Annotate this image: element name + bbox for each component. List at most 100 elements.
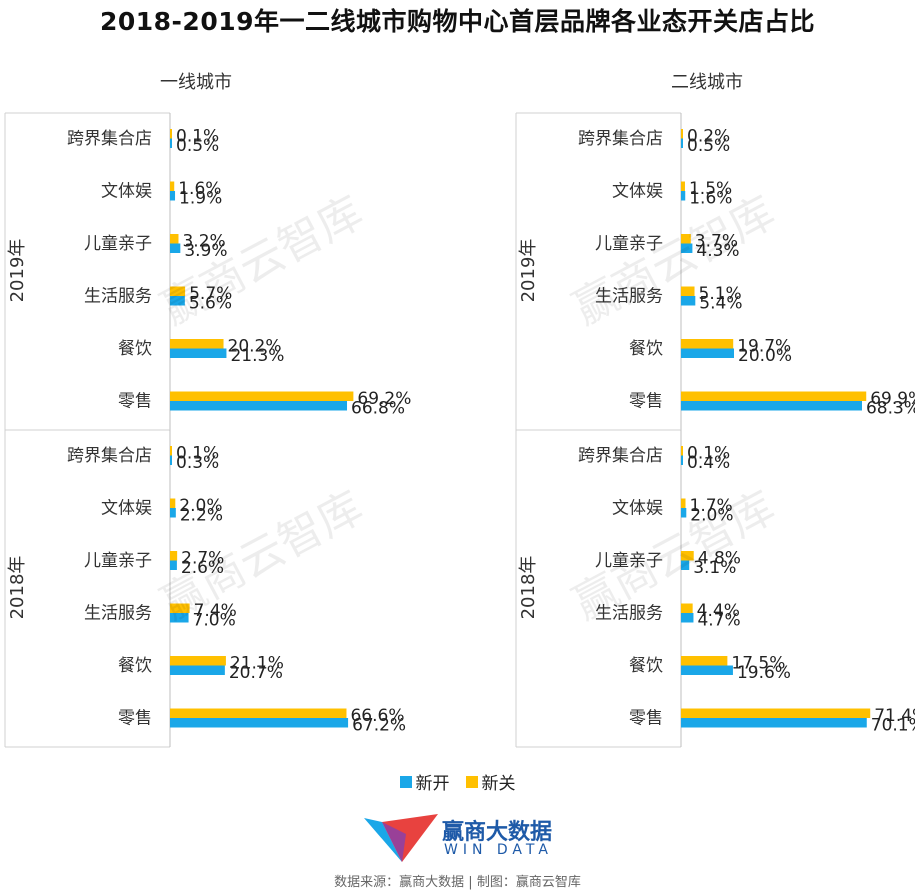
data-label: 0.1% bbox=[176, 127, 219, 147]
data-label: 5.4% bbox=[699, 294, 742, 314]
legend-label-new-open: 新开 bbox=[415, 774, 450, 794]
data-label: 2.0% bbox=[179, 496, 222, 516]
panel-title-tier1: 一线城市 bbox=[160, 72, 232, 93]
data-label: 0.1% bbox=[687, 444, 730, 464]
data-label: 7.4% bbox=[194, 601, 237, 621]
category-tick-label: 餐饮 bbox=[118, 656, 152, 676]
data-label: 69.2% bbox=[357, 389, 411, 409]
bar-new-close bbox=[681, 656, 728, 666]
source-note: 数据来源：赢商大数据 | 制图：赢商云智库 bbox=[334, 875, 581, 890]
legend-swatch-new-open bbox=[399, 775, 412, 788]
data-label: 19.7% bbox=[737, 337, 791, 357]
bar-new-close bbox=[170, 551, 178, 561]
logo-mark-icon bbox=[364, 814, 438, 862]
category-tick-label: 生活服务 bbox=[595, 604, 663, 624]
group-label: 2019年 bbox=[7, 239, 28, 303]
data-label: 67.2% bbox=[352, 716, 406, 736]
data-label: 2.2% bbox=[180, 506, 223, 526]
data-label: 3.9% bbox=[184, 241, 227, 261]
bar-new-close bbox=[170, 708, 347, 718]
bar-new-close bbox=[170, 656, 226, 666]
category-tick-label: 儿童亲子 bbox=[595, 551, 663, 571]
data-label: 3.1% bbox=[693, 558, 736, 578]
category-tick-label: 零售 bbox=[629, 709, 663, 729]
data-label: 69.9% bbox=[870, 389, 915, 409]
bar-new-open bbox=[681, 508, 687, 518]
legend: 新开 新关 bbox=[0, 769, 915, 794]
bar-new-close bbox=[170, 181, 175, 191]
data-label: 1.6% bbox=[178, 179, 221, 199]
data-label: 5.7% bbox=[189, 284, 232, 304]
bar-new-close bbox=[681, 339, 734, 349]
bar-new-open bbox=[681, 613, 694, 623]
bar-new-open bbox=[681, 455, 683, 465]
data-label: 70.1% bbox=[871, 716, 915, 736]
bar-new-open bbox=[170, 138, 172, 148]
bar-new-close bbox=[170, 234, 179, 244]
category-tick-label: 文体娱 bbox=[612, 182, 663, 202]
category-tick-label: 生活服务 bbox=[595, 287, 663, 307]
data-label: 2.7% bbox=[181, 549, 224, 569]
bar-new-open bbox=[170, 348, 227, 358]
logo-sub: WIN DATA bbox=[444, 842, 553, 858]
bar-new-open bbox=[170, 613, 189, 623]
category-tick-label: 儿童亲子 bbox=[84, 234, 152, 254]
bar-new-open bbox=[681, 296, 696, 306]
bar-new-open bbox=[170, 665, 225, 675]
category-tick-label: 跨界集合店 bbox=[67, 446, 152, 466]
data-label: 7.0% bbox=[193, 611, 236, 631]
bar-new-open bbox=[170, 455, 172, 465]
bar-new-close bbox=[681, 603, 693, 613]
data-label: 66.8% bbox=[351, 399, 405, 419]
data-label: 71.4% bbox=[874, 706, 915, 726]
category-tick-label: 文体娱 bbox=[612, 499, 663, 519]
category-tick-label: 零售 bbox=[118, 392, 152, 412]
bar-new-open bbox=[681, 191, 686, 201]
bar-new-close bbox=[170, 286, 186, 296]
data-label: 17.5% bbox=[731, 654, 785, 674]
data-label: 68.3% bbox=[866, 399, 915, 419]
bar-new-open bbox=[170, 560, 177, 570]
data-label: 0.1% bbox=[176, 444, 219, 464]
bar-new-open bbox=[681, 718, 867, 728]
data-label: 0.5% bbox=[687, 136, 730, 156]
data-label: 20.2% bbox=[228, 337, 282, 357]
bar-new-close bbox=[170, 391, 354, 401]
bar-new-close bbox=[681, 446, 683, 456]
data-label: 2.0% bbox=[690, 506, 733, 526]
bar-new-close bbox=[681, 551, 694, 561]
bar-new-open bbox=[170, 718, 349, 728]
bar-new-close bbox=[681, 181, 685, 191]
bar-new-open bbox=[170, 243, 181, 253]
data-label: 3.7% bbox=[695, 232, 738, 252]
data-label: 5.6% bbox=[189, 294, 232, 314]
data-label: 1.7% bbox=[690, 496, 733, 516]
category-tick-label: 跨界集合店 bbox=[578, 446, 663, 466]
bar-new-close bbox=[170, 129, 172, 139]
bar-new-open bbox=[170, 401, 348, 411]
bar-new-open bbox=[681, 138, 683, 148]
data-label: 66.6% bbox=[350, 706, 404, 726]
bar-new-close bbox=[170, 446, 172, 456]
data-label: 0.3% bbox=[176, 453, 219, 473]
bar-new-close bbox=[681, 708, 871, 718]
logo-name: 赢商大数据 bbox=[442, 820, 553, 845]
legend-item-new-close: 新关 bbox=[465, 769, 516, 794]
data-label: 4.7% bbox=[697, 611, 740, 631]
win-data-logo: 赢商大数据 WIN DATA bbox=[362, 812, 562, 864]
group-label: 2018年 bbox=[518, 556, 539, 620]
data-label: 0.2% bbox=[687, 127, 730, 147]
legend-item-new-open: 新开 bbox=[399, 769, 450, 794]
bar-new-close bbox=[681, 129, 683, 139]
data-label: 5.1% bbox=[699, 284, 742, 304]
category-tick-label: 零售 bbox=[629, 392, 663, 412]
category-tick-label: 文体娱 bbox=[101, 182, 152, 202]
bar-new-open bbox=[170, 191, 176, 201]
bar-new-open bbox=[681, 348, 734, 358]
category-tick-label: 餐饮 bbox=[629, 339, 663, 359]
category-tick-label: 儿童亲子 bbox=[84, 551, 152, 571]
data-label: 1.6% bbox=[689, 189, 732, 209]
data-label: 2.6% bbox=[181, 558, 224, 578]
bar-new-open bbox=[681, 401, 862, 411]
